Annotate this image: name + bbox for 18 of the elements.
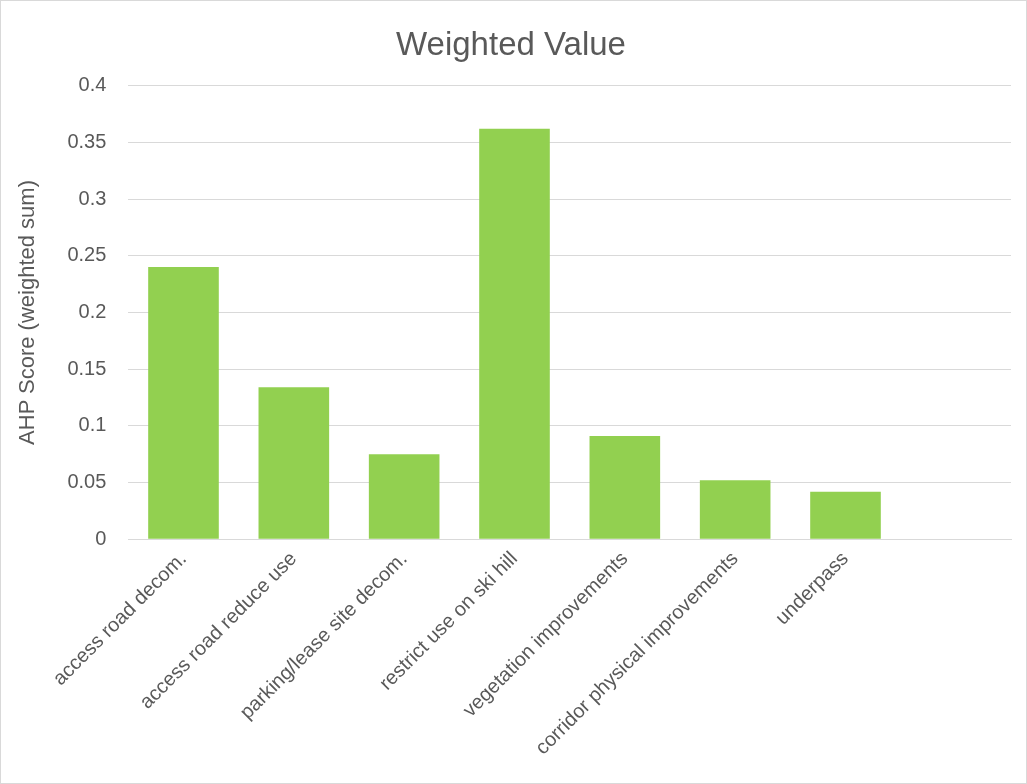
- y-tick-label: 0: [95, 526, 107, 549]
- y-tick-label: 0.4: [78, 73, 107, 96]
- y-tick-label: 0.2: [78, 299, 107, 322]
- bar: [148, 267, 219, 539]
- bar: [589, 436, 661, 539]
- y-tick-label: 0.05: [67, 470, 107, 493]
- y-tick-label: 0.35: [67, 129, 107, 152]
- bar: [258, 387, 330, 539]
- y-tick-label: 0.15: [67, 356, 107, 379]
- bar: [810, 491, 881, 539]
- chart-title: Weighted Value: [396, 24, 626, 62]
- bar: [699, 480, 771, 539]
- y-axis-title: AHP Score (weighted sum): [14, 180, 40, 445]
- y-tick-label: 0.1: [78, 413, 107, 436]
- bar: [479, 128, 550, 539]
- y-tick-label: 0.3: [78, 186, 107, 209]
- bar: [368, 454, 440, 539]
- y-tick-label: 0.25: [67, 243, 107, 266]
